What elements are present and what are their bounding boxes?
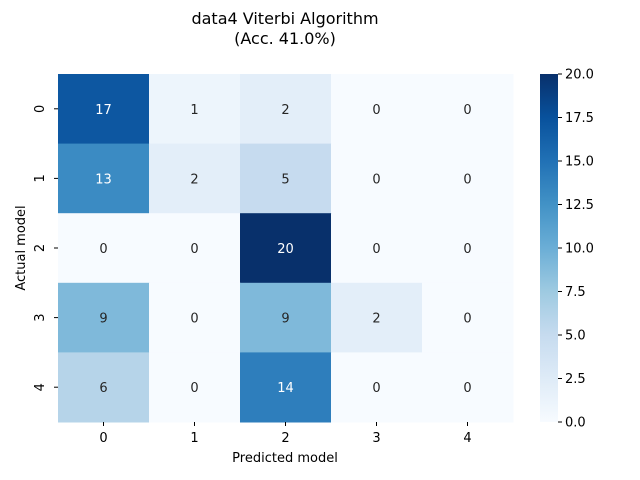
heatmap-cell — [240, 213, 332, 284]
x-axis-ticks: 0 1 2 3 4 — [99, 422, 472, 446]
heatmap-cell — [149, 74, 241, 145]
colorbar-tick-label: 15.0 — [565, 155, 594, 170]
cell-annotation: 0 — [372, 242, 380, 257]
y-tick-label: 4 — [33, 383, 48, 391]
heatmap-cell — [58, 213, 150, 284]
cell-annotation: 20 — [277, 242, 294, 257]
cell-annotation: 2 — [281, 103, 289, 118]
heatmap-cell — [58, 74, 150, 145]
cell-annotation: 13 — [95, 172, 112, 187]
heatmap-cell — [240, 282, 332, 353]
colorbar-tick-label: 20.0 — [565, 68, 594, 83]
colorbar-tick-label: 17.5 — [565, 111, 594, 126]
x-tick-label: 2 — [281, 431, 289, 446]
colorbar-tick-label: 5.0 — [565, 329, 586, 344]
cell-annotation: 6 — [99, 381, 107, 396]
heatmap-cell — [149, 143, 241, 214]
cell-annotation: 14 — [277, 381, 294, 396]
heatmap-annotations: 17 1 2 0 013 2 5 0 00 0 20 0 09 0 9 2 06 0 14 0 0 — [95, 103, 471, 396]
heatmap-cell — [422, 74, 514, 145]
cell-annotation: 0 — [463, 103, 471, 118]
cell-annotation: 0 — [99, 242, 107, 257]
cell-annotation: 0 — [372, 103, 380, 118]
cell-annotation: 9 — [99, 312, 107, 327]
cell-annotation: 1 — [190, 103, 198, 118]
heatmap-cell — [149, 213, 241, 284]
heatmap-cell — [149, 282, 241, 353]
cell-annotation: 0 — [190, 312, 198, 327]
y-tick-label: 2 — [33, 244, 48, 252]
colorbar-ticks: 0.0 2.5 5.0 7.5 10.0 12.5 15.0 17.5 20.0 — [558, 68, 594, 431]
cell-annotation: 0 — [372, 172, 380, 187]
heatmap-cell — [58, 352, 150, 423]
heatmap-cell — [331, 143, 423, 214]
y-tick-label: 0 — [33, 105, 48, 113]
x-tick-label: 0 — [99, 431, 107, 446]
heatmap-cell — [240, 74, 332, 145]
heatmap-cell — [331, 74, 423, 145]
cell-annotation: 0 — [372, 381, 380, 396]
colorbar-tick-label: 10.0 — [565, 242, 594, 257]
heatmap-cell — [331, 352, 423, 423]
cell-annotation: 2 — [190, 172, 198, 187]
heatmap-cells — [58, 74, 514, 423]
cell-annotation: 0 — [463, 381, 471, 396]
cell-annotation: 0 — [463, 312, 471, 327]
heatmap-cell — [58, 282, 150, 353]
cell-annotation: 0 — [190, 242, 198, 257]
cell-annotation: 0 — [463, 242, 471, 257]
colorbar-tick-label: 7.5 — [565, 285, 586, 300]
y-axis-label: Actual model — [14, 205, 29, 290]
heatmap-cell — [149, 352, 241, 423]
colorbar-tick-label: 12.5 — [565, 198, 594, 213]
heatmap-cell — [240, 352, 332, 423]
chart-title-line-1: data4 Viterbi Algorithm — [191, 9, 378, 28]
x-tick-label: 4 — [463, 431, 471, 446]
x-tick-label: 3 — [372, 431, 380, 446]
chart-title-line-2: (Acc. 41.0%) — [234, 29, 336, 48]
y-axis-ticks: 0 1 2 3 4 — [33, 105, 58, 391]
heatmap-cell — [422, 352, 514, 423]
y-tick-label: 1 — [33, 174, 48, 182]
cell-annotation: 9 — [281, 312, 289, 327]
heatmap-cell — [240, 143, 332, 214]
cell-annotation: 0 — [463, 172, 471, 187]
heatmap-cell — [58, 143, 150, 214]
colorbar — [540, 74, 558, 422]
y-tick-label: 3 — [33, 313, 48, 321]
cell-annotation: 5 — [281, 172, 289, 187]
x-tick-label: 1 — [190, 431, 198, 446]
x-axis-label: Predicted model — [232, 451, 338, 466]
colorbar-tick-label: 2.5 — [565, 372, 586, 387]
colorbar-tick-label: 0.0 — [565, 416, 586, 431]
cell-annotation: 0 — [190, 381, 198, 396]
heatmap-cell — [331, 282, 423, 353]
heatmap-cell — [422, 213, 514, 284]
heatmap-cell — [422, 143, 514, 214]
heatmap-cell — [422, 282, 514, 353]
cell-annotation: 2 — [372, 312, 380, 327]
cell-annotation: 17 — [95, 103, 112, 118]
heatmap-cell — [331, 213, 423, 284]
